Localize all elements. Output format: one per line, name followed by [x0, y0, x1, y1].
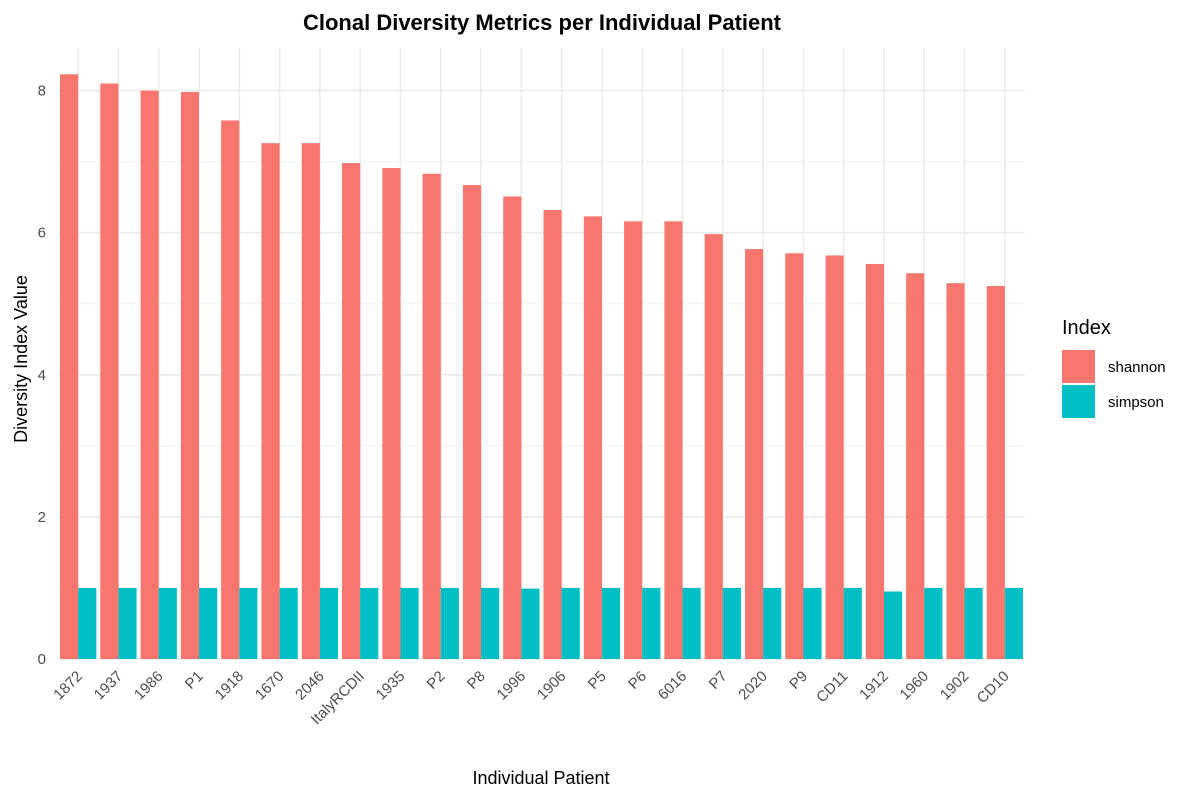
x-tick-label: 6016 — [655, 668, 691, 704]
bar-simpson-P6 — [642, 587, 661, 659]
bar-shannon-P2 — [422, 173, 441, 659]
y-tick-label: 2 — [38, 509, 46, 526]
bars — [60, 74, 1023, 660]
legend-label-shannon: shannon — [1108, 359, 1166, 376]
bar-simpson-1937 — [118, 587, 137, 659]
x-tick-label: P8 — [464, 668, 489, 693]
bar-shannon-1960 — [906, 273, 925, 659]
bar-simpson-P9 — [803, 587, 822, 659]
x-tick-label: 1960 — [896, 668, 932, 704]
x-tick-label: 1902 — [937, 668, 973, 704]
x-tick-label: P1 — [182, 668, 207, 693]
x-tick-label: 1906 — [534, 668, 570, 704]
x-tick-label: P2 — [424, 668, 449, 693]
bar-simpson-P2 — [440, 587, 459, 659]
bar-shannon-1670 — [261, 143, 280, 659]
bar-simpson-CD10 — [1004, 587, 1023, 659]
x-tick-label: 1670 — [252, 668, 288, 704]
bar-shannon-P5 — [583, 216, 602, 659]
x-tick-label: 1986 — [131, 668, 167, 704]
bar-shannon-1996 — [503, 196, 522, 660]
bar-simpson-1986 — [158, 587, 177, 659]
x-tick-label: 2046 — [292, 668, 328, 704]
chart-title: Clonal Diversity Metrics per Individual … — [303, 10, 782, 35]
y-axis-title: Diversity Index Value — [11, 275, 31, 443]
bar-shannon-1937 — [100, 83, 119, 660]
x-tick-label: P9 — [786, 668, 811, 693]
bar-simpson-1906 — [561, 587, 580, 659]
bar-shannon-1906 — [543, 209, 562, 660]
bar-shannon-P9 — [785, 253, 804, 659]
bar-simpson-1960 — [924, 587, 943, 659]
bar-simpson-P7 — [722, 587, 741, 659]
bar-simpson-P8 — [481, 587, 500, 659]
bar-simpson-2020 — [763, 587, 782, 659]
y-tick-label: 8 — [38, 83, 46, 100]
x-tick-label: P7 — [706, 668, 731, 693]
x-tick-label: 1935 — [373, 668, 409, 704]
legend-title: Index — [1062, 317, 1111, 339]
bar-simpson-1872 — [78, 587, 97, 659]
y-tick-label: 6 — [38, 225, 46, 242]
bar-shannon-CD10 — [986, 285, 1005, 659]
x-tick-label: 1918 — [212, 668, 248, 704]
bar-shannon-2020 — [744, 249, 764, 659]
bar-simpson-1912 — [883, 591, 903, 659]
bar-simpson-2046 — [319, 587, 339, 659]
x-tick-label: 1912 — [856, 668, 892, 704]
y-tick-label: 4 — [38, 367, 46, 384]
x-tick-label: P6 — [625, 668, 650, 693]
bar-shannon-1912 — [865, 263, 884, 659]
x-tick-label: CD11 — [813, 668, 851, 706]
x-tick-label: CD10 — [974, 668, 1013, 707]
bar-shannon-ItalyRCDII — [342, 163, 361, 660]
x-tick-label: 1937 — [91, 668, 127, 704]
bar-shannon-1918 — [221, 120, 240, 660]
bar-shannon-6016 — [664, 221, 683, 659]
bar-shannon-2046 — [301, 143, 320, 659]
bar-simpson-P1 — [199, 587, 218, 659]
bar-simpson-1918 — [239, 587, 258, 659]
legend-swatch-simpson — [1062, 385, 1095, 418]
y-tick-label: 0 — [38, 651, 46, 668]
bar-simpson-1996 — [521, 588, 540, 659]
bar-shannon-P6 — [624, 221, 643, 659]
bar-simpson-1935 — [400, 587, 419, 659]
bar-simpson-ItalyRCDII — [360, 587, 379, 659]
x-tick-label: 1872 — [50, 668, 86, 704]
bar-shannon-CD11 — [825, 255, 844, 659]
x-axis-title: Individual Patient — [472, 768, 609, 788]
bar-simpson-6016 — [682, 587, 701, 659]
legend: Index shannon simpson — [1062, 317, 1166, 418]
bar-shannon-P8 — [462, 185, 482, 659]
legend-swatch-shannon — [1062, 350, 1095, 383]
bar-simpson-1670 — [279, 587, 298, 659]
x-tick-label: 2020 — [735, 668, 771, 704]
legend-label-simpson: simpson — [1108, 394, 1164, 411]
y-axis-ticks: 0 2 4 6 8 — [38, 83, 46, 668]
x-tick-label: P5 — [585, 668, 610, 693]
bar-shannon-1902 — [946, 283, 965, 659]
bar-shannon-P7 — [704, 234, 723, 659]
bar-shannon-1986 — [140, 90, 159, 660]
bar-simpson-1902 — [964, 587, 983, 659]
bar-simpson-CD11 — [843, 587, 862, 659]
bar-simpson-P5 — [601, 587, 621, 659]
bar-shannon-1872 — [60, 74, 79, 660]
x-tick-label: 1996 — [494, 668, 530, 704]
bar-shannon-P1 — [180, 92, 200, 659]
bar-shannon-1935 — [382, 168, 401, 659]
